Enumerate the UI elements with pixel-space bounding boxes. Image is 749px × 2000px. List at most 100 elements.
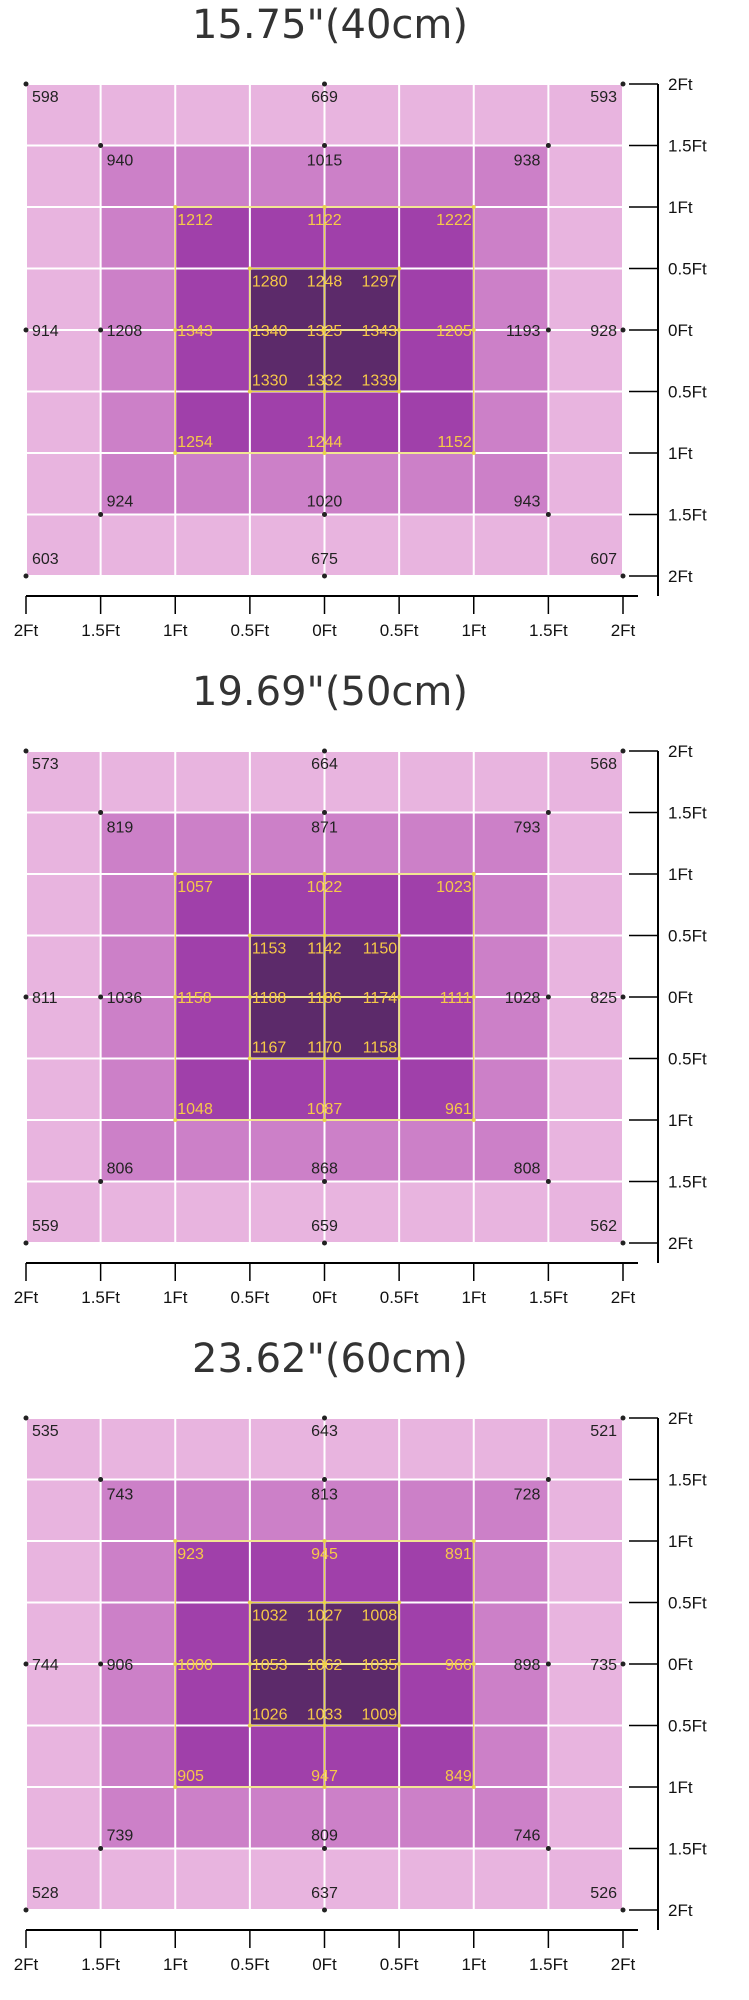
measurement-point [173,451,178,455]
measurement-point [322,1118,327,1122]
data-value-label: 806 [107,1161,134,1178]
measurement-point [23,748,29,754]
heatmap-cell [399,391,474,453]
data-value-label: 735 [590,1657,617,1674]
measurement-point [322,1785,327,1789]
data-value-label: 1022 [307,879,343,896]
heatmap-cell [548,1725,623,1787]
y-tick-label: 0Ft [668,988,693,1007]
x-tick-label: 1.5Ft [81,1955,120,1974]
data-value-label: 1208 [107,323,143,340]
measurement-point [471,451,476,455]
data-value-label: 1212 [177,212,213,229]
heatmap-cell [100,1664,176,1726]
heatmap-cell [473,1602,549,1664]
x-tick-label: 0Ft [312,621,337,640]
heatmap-cell [399,1541,474,1603]
heatmap-cell [473,874,549,936]
heatmap-cell [324,1602,400,1664]
heatmap-cell [100,1787,176,1849]
data-value-label: 1057 [177,879,213,896]
y-tick-label: 1Ft [668,1111,693,1130]
heatmap-cell [324,1725,400,1787]
measurement-point [322,1600,327,1605]
data-value-label: 675 [311,551,338,568]
measurement-point [545,1846,551,1851]
data-value-label: 938 [514,153,541,170]
x-tick-label: 1Ft [163,1288,188,1307]
data-value-label: 898 [514,1657,541,1674]
data-value-label: 1087 [307,1101,343,1118]
heatmap-cell [249,751,325,813]
measurement-point [397,995,402,999]
y-tick-label: 2Ft [668,75,693,94]
heatmap-cell [473,1848,549,1910]
measurement-point [322,389,327,394]
y-tick-label: 0Ft [668,321,693,340]
measurement-point [247,995,252,999]
x-tick-label: 2Ft [611,1288,636,1307]
heatmap-cell [473,145,549,207]
measurement-point [322,1662,327,1666]
heatmap-cell [175,997,250,1059]
heatmap-cell [324,391,400,453]
heatmap-cell [175,1787,250,1849]
heatmap-cell [100,145,176,207]
data-value-label: 1053 [252,1657,288,1674]
heatmap-cell [100,935,176,997]
heatmap-cell [324,330,400,392]
data-value-label: 947 [311,1768,338,1785]
measurement-point [397,1723,402,1728]
measurement-point [620,1240,626,1246]
heatmap-cell [26,514,101,576]
data-value-label: 1193 [506,323,541,340]
x-tick-label: 2Ft [14,1288,39,1307]
heatmap-cell [26,1479,101,1541]
measurement-point [322,1056,327,1061]
heatmap-cell [548,1418,623,1480]
data-value-label: 809 [311,1828,338,1845]
heatmap-cell [175,268,250,330]
measurement-point [620,1907,626,1913]
data-value-label: 1153 [252,941,287,958]
measurement-point [247,266,252,271]
heatmap-cell [100,1602,176,1664]
heatmap-cell [548,453,623,515]
measurement-point [322,1240,327,1246]
measurement-point [471,1785,476,1789]
data-value-label: 744 [32,1657,59,1674]
measurement-point [471,328,476,332]
heatmap-cell [473,391,549,453]
data-value-label: 1186 [307,990,342,1007]
measurement-point [322,81,327,87]
measurement-point [471,205,476,209]
heatmap-cell [399,874,474,936]
measurement-point [545,1477,551,1482]
y-tick-label: 0.5Ft [668,1717,707,1736]
data-value-label: 743 [107,1487,134,1504]
heatmap-cell [399,1725,474,1787]
data-value-label: 928 [590,323,617,340]
heatmap-cell [175,874,250,936]
heatmap-cell [26,997,101,1059]
data-value-label: 924 [107,494,134,511]
heatmap-cell [249,1181,325,1243]
y-tick-label: 1Ft [668,1532,693,1551]
heatmap-cell [399,1602,474,1664]
heatmap-cell [249,268,325,330]
heatmap-cell [324,1848,400,1910]
heatmap-cell [26,1120,101,1182]
heatmap-cell [399,1418,474,1480]
data-value-label: 1158 [177,990,212,1007]
data-value-label: 1332 [307,373,343,390]
data-value-label: 1343 [362,323,398,340]
data-value-label: 961 [445,1101,472,1118]
chart-title: 19.69"(50cm) [192,669,468,715]
data-value-label: 1280 [252,274,288,291]
x-tick-label: 1Ft [461,621,486,640]
measurement-point [322,573,327,579]
data-value-label: 659 [311,1218,338,1235]
x-tick-label: 0.5Ft [231,621,270,640]
y-tick-label: 1.5Ft [668,1173,707,1192]
measurement-point [322,995,327,999]
